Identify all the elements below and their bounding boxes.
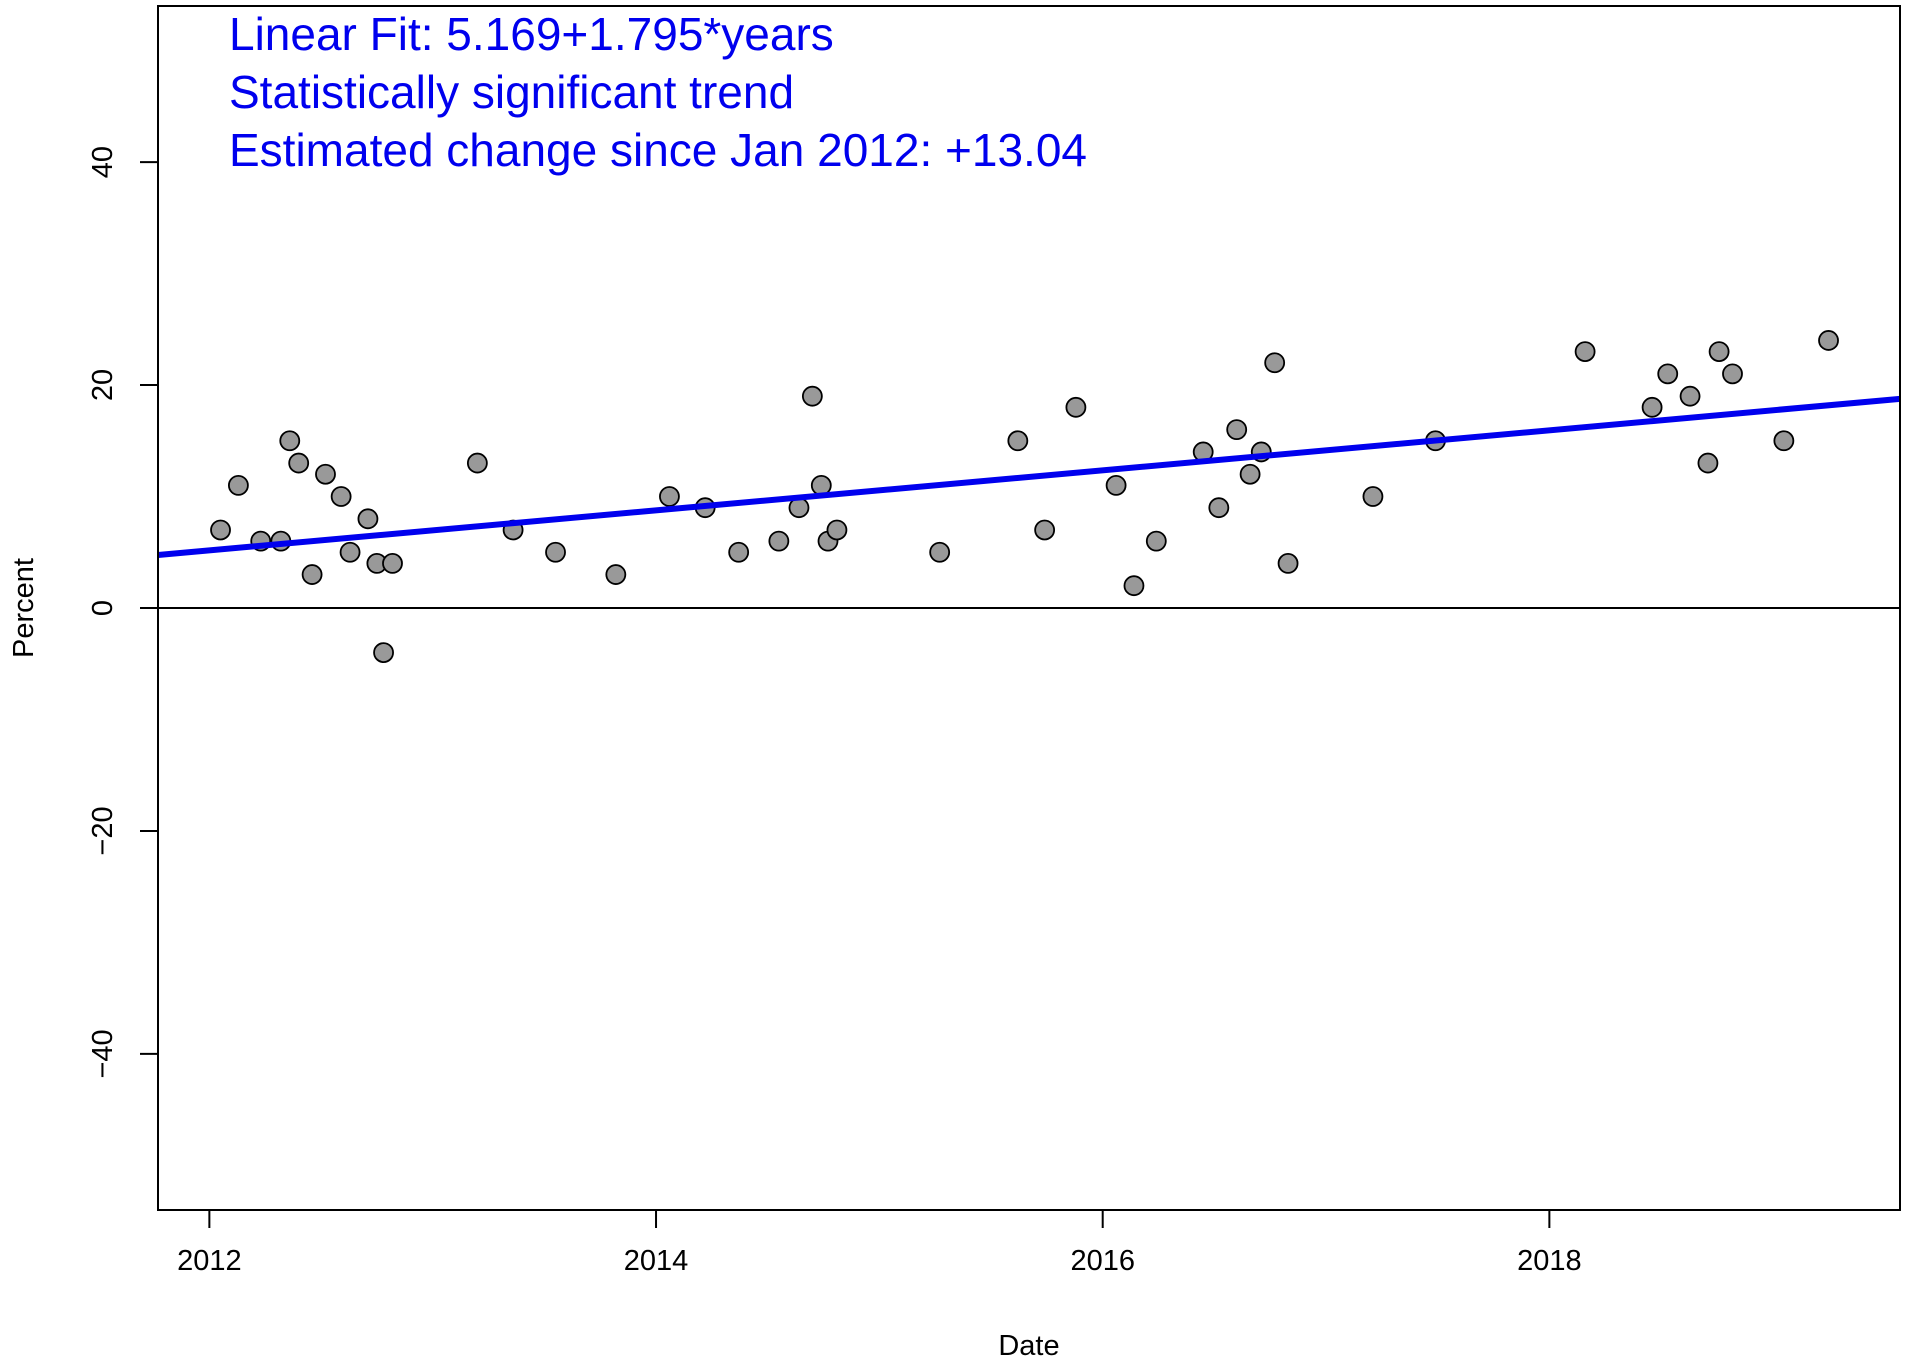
annotation-estimated-change: Estimated change since Jan 2012: +13.04	[229, 124, 1087, 176]
data-point-18	[659, 486, 680, 507]
data-point-35	[1208, 497, 1230, 519]
annotation-significance: Statistically significant trend	[229, 66, 794, 118]
data-point-6	[301, 564, 323, 585]
data-point-44	[1641, 396, 1663, 418]
linear-fit-line	[157, 395, 1901, 558]
data-point-29	[1034, 519, 1056, 541]
x-tick-label: 2012	[177, 1245, 242, 1277]
data-point-20	[728, 541, 750, 563]
y-tick-label: 20	[87, 369, 119, 401]
data-point-4	[279, 430, 301, 452]
data-point-50	[1773, 430, 1795, 452]
data-point-48	[1708, 341, 1730, 362]
data-point-47	[1697, 452, 1719, 474]
data-point-26	[826, 519, 848, 541]
data-point-16	[545, 541, 566, 563]
x-tick-label: 2018	[1517, 1245, 1582, 1277]
data-point-37	[1239, 463, 1261, 485]
data-point-23	[801, 385, 823, 407]
data-point-36	[1226, 419, 1248, 441]
x-axis-title: Date	[998, 1330, 1059, 1359]
data-point-1	[227, 474, 249, 496]
y-tick-label: −20	[87, 806, 119, 855]
annotation-block: Linear Fit: 5.169+1.795*years Statistica…	[229, 8, 1087, 176]
data-point-43	[1574, 341, 1596, 362]
data-point-45	[1657, 363, 1679, 385]
y-axis: −40 −20 0 20 40	[87, 146, 158, 1079]
data-point-12	[373, 642, 394, 663]
data-point-28	[1007, 430, 1029, 452]
y-axis-title: Percent	[8, 558, 40, 658]
x-tick-label: 2016	[1070, 1245, 1135, 1277]
y-tick-label: −40	[87, 1029, 119, 1078]
annotation-fit-equation: Linear Fit: 5.169+1.795*years	[229, 8, 834, 60]
data-point-7	[315, 463, 336, 485]
data-point-46	[1679, 385, 1701, 407]
data-point-13	[382, 553, 403, 574]
data-point-32	[1123, 575, 1145, 597]
data-point-9	[339, 541, 361, 563]
data-point-10	[357, 508, 379, 530]
data-point-33	[1145, 530, 1167, 552]
data-point-21	[768, 530, 790, 552]
x-tick-label: 2014	[624, 1245, 689, 1277]
data-point-14	[466, 452, 488, 474]
data-point-8	[330, 486, 352, 507]
data-point-5	[288, 452, 310, 474]
data-points	[210, 330, 1839, 663]
data-point-41	[1362, 486, 1384, 507]
y-tick-label: 0	[87, 600, 119, 616]
data-point-30	[1065, 396, 1087, 418]
data-point-17	[605, 564, 627, 585]
data-point-40	[1277, 553, 1299, 574]
data-point-31	[1105, 474, 1127, 496]
x-axis: 2012 2014 2016 2018	[177, 1210, 1582, 1277]
data-point-39	[1264, 352, 1286, 374]
data-point-0	[210, 519, 231, 541]
data-point-49	[1722, 363, 1743, 385]
y-tick-label: 40	[87, 146, 119, 178]
data-point-27	[929, 541, 951, 563]
data-point-51	[1818, 330, 1839, 351]
